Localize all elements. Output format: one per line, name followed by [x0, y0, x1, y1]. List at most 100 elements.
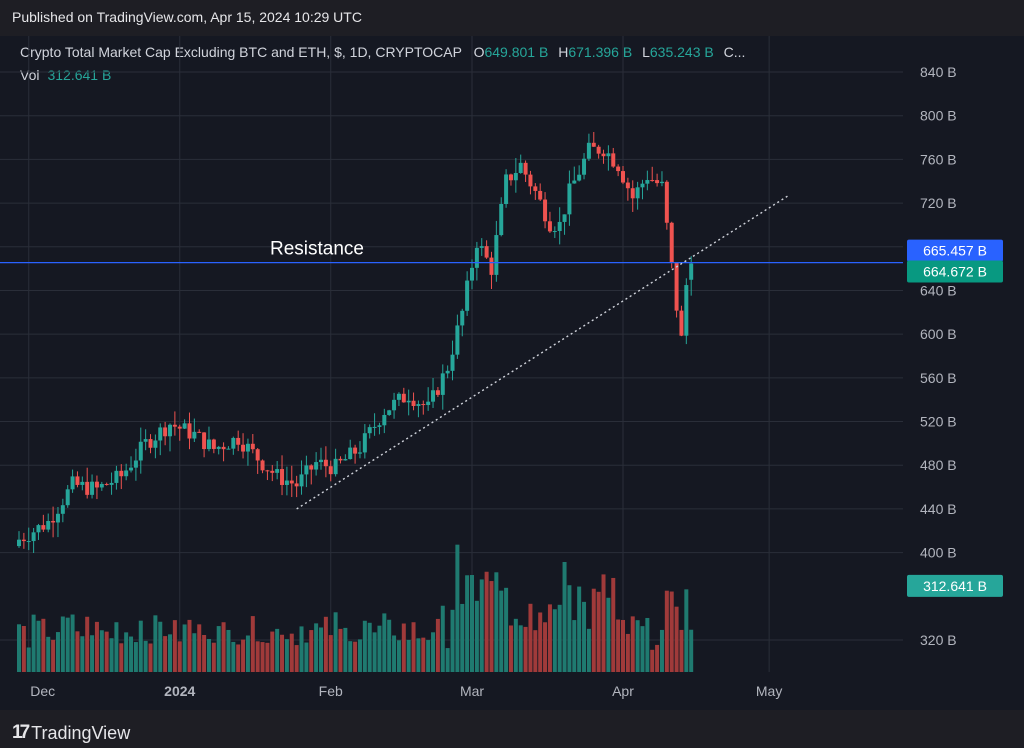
volume-bar — [119, 643, 124, 672]
volume-bar — [557, 604, 562, 672]
candle-body — [552, 231, 557, 233]
volume-bar — [406, 639, 411, 672]
volume-bar — [372, 632, 377, 672]
candle-body — [606, 153, 611, 157]
candle-body — [328, 466, 333, 475]
x-tick-label: Dec — [30, 683, 55, 699]
candle-body — [333, 458, 338, 475]
volume-bar — [133, 642, 138, 672]
candle-body — [109, 482, 114, 485]
tradingview-logo[interactable]: 17 TradingView — [12, 722, 130, 744]
candle-body — [323, 459, 328, 467]
volume-bar — [328, 635, 333, 672]
candle-body — [158, 427, 163, 441]
candle-body — [411, 400, 416, 407]
volume-bar — [504, 587, 509, 672]
y-tick-label: 400 B — [920, 545, 957, 561]
candle-body — [484, 246, 489, 258]
volume-bar — [630, 616, 635, 672]
volume-bar — [221, 622, 226, 672]
volume-bar — [65, 617, 70, 672]
candle-body — [163, 427, 168, 437]
candle-body — [114, 470, 119, 483]
volume-bar — [460, 603, 465, 672]
candle-body — [655, 180, 660, 184]
trendline — [296, 194, 789, 510]
candle-body — [367, 427, 372, 434]
volume-bar — [606, 597, 611, 672]
volume-bar — [362, 620, 367, 672]
candle-body — [182, 423, 187, 429]
candle-body — [309, 465, 314, 470]
volume-bar — [421, 637, 426, 672]
volume-bar — [435, 618, 440, 672]
candle-body — [46, 520, 51, 530]
candle-body — [168, 424, 172, 437]
chart-panel[interactable]: Crypto Total Market Cap Excluding BTC an… — [0, 36, 1024, 710]
volume-bar — [304, 642, 309, 672]
volume-bar — [26, 647, 31, 672]
volume-bar — [109, 638, 114, 672]
candle-body — [250, 443, 255, 450]
candle-body — [26, 541, 31, 543]
candle-body — [504, 174, 509, 204]
candle-body — [197, 431, 202, 433]
volume-bar — [319, 627, 323, 672]
volume-bar — [55, 632, 60, 672]
volume-bar — [596, 591, 601, 672]
candle-body — [21, 539, 26, 542]
candle-body — [372, 426, 377, 428]
volume-bar — [75, 631, 80, 672]
candle-body — [538, 190, 543, 200]
volume-bar — [518, 625, 523, 672]
volume-bar — [470, 575, 474, 672]
volume-bar — [562, 562, 567, 672]
candle-body — [450, 354, 455, 371]
volume-bar — [431, 632, 436, 672]
price-label-box — [907, 239, 1003, 262]
candle-body — [143, 439, 148, 442]
candle-body — [460, 310, 465, 326]
candle-body — [104, 483, 109, 485]
candle-body — [406, 400, 411, 403]
volume-bar — [99, 630, 104, 672]
candle-body — [518, 162, 523, 173]
volume-value: 312.641 B — [47, 67, 112, 83]
volume-bar — [270, 631, 275, 672]
candle-body — [611, 153, 616, 167]
volume-bar — [236, 644, 241, 672]
candle-body — [192, 431, 197, 439]
volume-bar — [523, 626, 528, 672]
candle-body — [377, 425, 382, 427]
volume-bar — [124, 632, 129, 672]
volume-bar — [46, 636, 51, 672]
candle-body — [148, 439, 153, 448]
candle-body — [640, 183, 645, 188]
candle-body — [187, 423, 192, 439]
y-tick-label: 520 B — [920, 414, 957, 430]
candle-body — [231, 437, 236, 449]
volume-bar — [241, 639, 246, 672]
volume-bar — [333, 612, 338, 672]
volume-bar — [489, 581, 494, 672]
volume-bar — [455, 544, 460, 672]
volume-bar — [197, 624, 202, 672]
candle-body — [270, 470, 275, 473]
candle-body — [601, 153, 606, 157]
price-label-box — [907, 260, 1003, 283]
price-label-text: 664.672 B — [923, 264, 987, 280]
volume-bar — [280, 634, 285, 672]
candle-body — [129, 467, 134, 471]
volume-bar — [348, 641, 353, 672]
volume-bar — [445, 648, 450, 672]
candle-body — [55, 513, 60, 523]
candle-body — [343, 459, 348, 461]
volume-bar — [577, 586, 582, 672]
y-tick-label: 320 B — [920, 632, 957, 648]
volume-bar — [684, 589, 689, 672]
candle-body — [586, 142, 591, 159]
low-value: 635.243 B — [649, 44, 714, 60]
volume-bar — [275, 628, 280, 672]
volume-bar — [411, 622, 416, 672]
